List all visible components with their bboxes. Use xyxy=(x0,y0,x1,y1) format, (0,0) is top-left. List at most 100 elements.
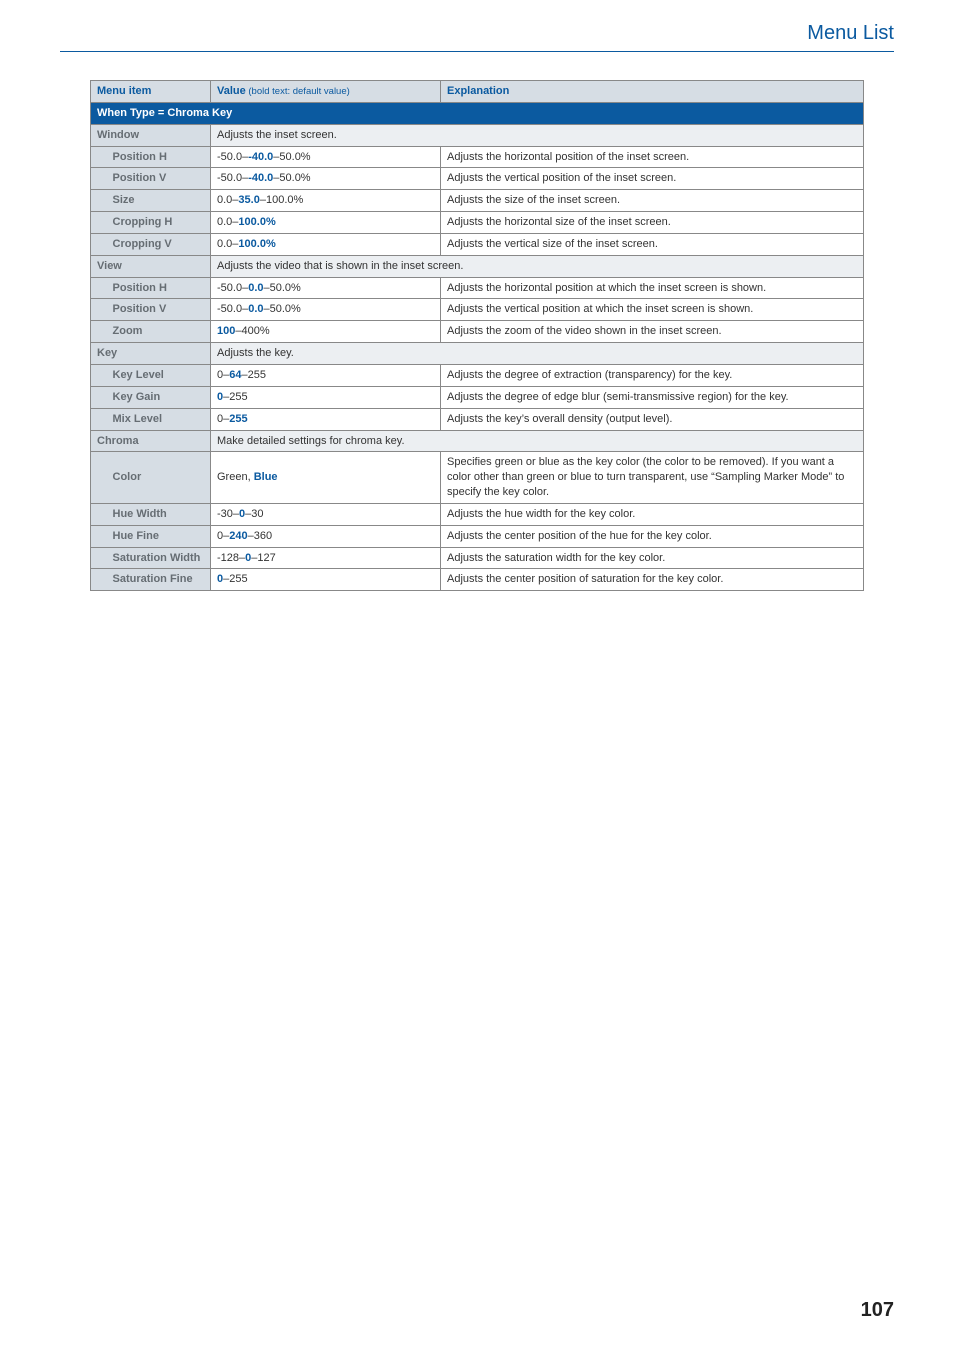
value-default: 0.0 xyxy=(248,303,263,315)
table-row: Saturation Fine0–255Adjusts the center p… xyxy=(91,569,864,591)
category-label: Key xyxy=(91,343,211,365)
row-value: 0–240–360 xyxy=(211,525,441,547)
value-pre: Green, xyxy=(217,471,254,483)
row-value: -50.0–0.0–50.0% xyxy=(211,277,441,299)
menu-table: Menu item Value (bold text: default valu… xyxy=(90,80,864,591)
category-label: Chroma xyxy=(91,430,211,452)
row-value: 0–64–255 xyxy=(211,364,441,386)
section-title: When Type = Chroma Key xyxy=(91,102,864,124)
indent-cell xyxy=(91,146,107,168)
table-row: Key Level0–64–255Adjusts the degree of e… xyxy=(91,364,864,386)
value-default: 240 xyxy=(229,530,247,542)
row-explanation: Adjusts the vertical position at which t… xyxy=(441,299,864,321)
row-value: 0.0–35.0–100.0% xyxy=(211,190,441,212)
category-label: Window xyxy=(91,124,211,146)
row-label: Color xyxy=(107,452,211,504)
table-row: Hue Width-30–0–30Adjusts the hue width f… xyxy=(91,503,864,525)
category-desc: Adjusts the key. xyxy=(211,343,864,365)
value-pre: 0– xyxy=(217,530,229,542)
indent-cell xyxy=(91,364,107,386)
table-row: Position H-50.0–-40.0–50.0%Adjusts the h… xyxy=(91,146,864,168)
value-pre: 0– xyxy=(217,413,229,425)
value-post: –50.0% xyxy=(273,151,310,163)
row-label: Key Gain xyxy=(107,386,211,408)
row-value: 100–400% xyxy=(211,321,441,343)
value-post: –50.0% xyxy=(264,303,301,315)
row-label: Hue Width xyxy=(107,503,211,525)
table-row: ColorGreen, BlueSpecifies green or blue … xyxy=(91,452,864,504)
table-row: Cropping V0.0–100.0%Adjusts the vertical… xyxy=(91,233,864,255)
table-row: Size0.0–35.0–100.0%Adjusts the size of t… xyxy=(91,190,864,212)
row-value: -128–0–127 xyxy=(211,547,441,569)
value-post: –255 xyxy=(223,573,247,585)
row-value: Green, Blue xyxy=(211,452,441,504)
value-default: 100.0% xyxy=(238,238,275,250)
value-pre: -128– xyxy=(217,552,245,564)
col-value-label: Value xyxy=(217,85,246,97)
row-label: Cropping H xyxy=(107,212,211,234)
indent-cell xyxy=(91,299,107,321)
header-title: Menu List xyxy=(807,22,894,44)
table-row: Position V-50.0–0.0–50.0%Adjusts the ver… xyxy=(91,299,864,321)
indent-cell xyxy=(91,547,107,569)
col-value-sub: (bold text: default value) xyxy=(246,86,350,97)
value-default: 100 xyxy=(217,325,235,337)
category-row: ChromaMake detailed settings for chroma … xyxy=(91,430,864,452)
row-value: -50.0–-40.0–50.0% xyxy=(211,146,441,168)
col-value: Value (bold text: default value) xyxy=(211,81,441,103)
page-number: 107 xyxy=(861,1299,894,1322)
row-explanation: Specifies green or blue as the key color… xyxy=(441,452,864,504)
indent-cell xyxy=(91,168,107,190)
value-default: -40.0 xyxy=(248,172,273,184)
indent-cell xyxy=(91,525,107,547)
row-label: Size xyxy=(107,190,211,212)
indent-cell xyxy=(91,503,107,525)
row-explanation: Adjusts the center position of saturatio… xyxy=(441,569,864,591)
table-row: Key Gain0–255Adjusts the degree of edge … xyxy=(91,386,864,408)
value-default: 64 xyxy=(229,369,241,381)
table-row: Hue Fine0–240–360Adjusts the center posi… xyxy=(91,525,864,547)
row-explanation: Adjusts the horizontal position at which… xyxy=(441,277,864,299)
indent-cell xyxy=(91,233,107,255)
value-post: –30 xyxy=(245,508,263,520)
value-post: –255 xyxy=(223,391,247,403)
value-pre: 0.0– xyxy=(217,194,238,206)
row-label: Saturation Fine xyxy=(107,569,211,591)
row-value: 0–255 xyxy=(211,386,441,408)
value-pre: -50.0– xyxy=(217,282,248,294)
category-desc: Adjusts the inset screen. xyxy=(211,124,864,146)
value-post: –100.0% xyxy=(260,194,303,206)
value-default: 100.0% xyxy=(238,216,275,228)
table-row: Position H-50.0–0.0–50.0%Adjusts the hor… xyxy=(91,277,864,299)
row-label: Hue Fine xyxy=(107,525,211,547)
indent-cell xyxy=(91,212,107,234)
row-explanation: Adjusts the vertical size of the inset s… xyxy=(441,233,864,255)
row-explanation: Adjusts the degree of edge blur (semi-tr… xyxy=(441,386,864,408)
row-explanation: Adjusts the vertical position of the ins… xyxy=(441,168,864,190)
value-default: 35.0 xyxy=(238,194,259,206)
row-value: 0.0–100.0% xyxy=(211,212,441,234)
row-explanation: Adjusts the horizontal size of the inset… xyxy=(441,212,864,234)
value-pre: 0.0– xyxy=(217,216,238,228)
value-post: –127 xyxy=(251,552,275,564)
row-explanation: Adjusts the saturation width for the key… xyxy=(441,547,864,569)
row-label: Zoom xyxy=(107,321,211,343)
content-area: Menu item Value (bold text: default valu… xyxy=(90,80,864,591)
category-row: ViewAdjusts the video that is shown in t… xyxy=(91,255,864,277)
table-row: Position V-50.0–-40.0–50.0%Adjusts the v… xyxy=(91,168,864,190)
row-explanation: Adjusts the degree of extraction (transp… xyxy=(441,364,864,386)
row-label: Cropping V xyxy=(107,233,211,255)
row-explanation: Adjusts the key’s overall density (outpu… xyxy=(441,408,864,430)
value-pre: -50.0– xyxy=(217,151,248,163)
value-default: -40.0 xyxy=(248,151,273,163)
indent-cell xyxy=(91,190,107,212)
category-row: WindowAdjusts the inset screen. xyxy=(91,124,864,146)
category-desc: Make detailed settings for chroma key. xyxy=(211,430,864,452)
row-label: Position H xyxy=(107,146,211,168)
row-explanation: Adjusts the horizontal position of the i… xyxy=(441,146,864,168)
col-menu-item: Menu item xyxy=(91,81,211,103)
value-default: 255 xyxy=(229,413,247,425)
table-row: Zoom100–400%Adjusts the zoom of the vide… xyxy=(91,321,864,343)
category-label: View xyxy=(91,255,211,277)
table-row: Mix Level0–255Adjusts the key’s overall … xyxy=(91,408,864,430)
